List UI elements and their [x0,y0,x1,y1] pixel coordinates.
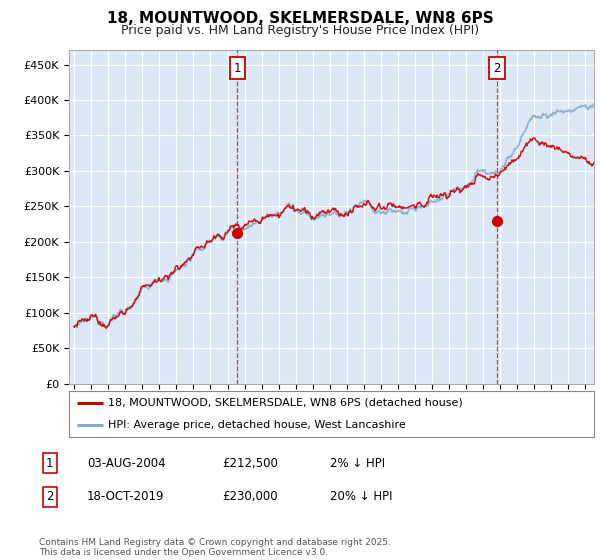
Text: 1: 1 [233,62,241,74]
Text: Price paid vs. HM Land Registry's House Price Index (HPI): Price paid vs. HM Land Registry's House … [121,24,479,36]
Text: 2: 2 [493,62,500,74]
Text: 2% ↓ HPI: 2% ↓ HPI [330,456,385,470]
Text: 1: 1 [46,456,53,470]
Text: 03-AUG-2004: 03-AUG-2004 [87,456,166,470]
Text: £230,000: £230,000 [222,490,278,503]
Text: Contains HM Land Registry data © Crown copyright and database right 2025.
This d: Contains HM Land Registry data © Crown c… [39,538,391,557]
Text: 18, MOUNTWOOD, SKELMERSDALE, WN8 6PS (detached house): 18, MOUNTWOOD, SKELMERSDALE, WN8 6PS (de… [109,398,463,408]
Text: HPI: Average price, detached house, West Lancashire: HPI: Average price, detached house, West… [109,420,406,430]
Text: 2: 2 [46,490,53,503]
Text: 18, MOUNTWOOD, SKELMERSDALE, WN8 6PS: 18, MOUNTWOOD, SKELMERSDALE, WN8 6PS [107,11,493,26]
Text: 20% ↓ HPI: 20% ↓ HPI [330,490,392,503]
Text: 18-OCT-2019: 18-OCT-2019 [87,490,164,503]
Text: £212,500: £212,500 [222,456,278,470]
